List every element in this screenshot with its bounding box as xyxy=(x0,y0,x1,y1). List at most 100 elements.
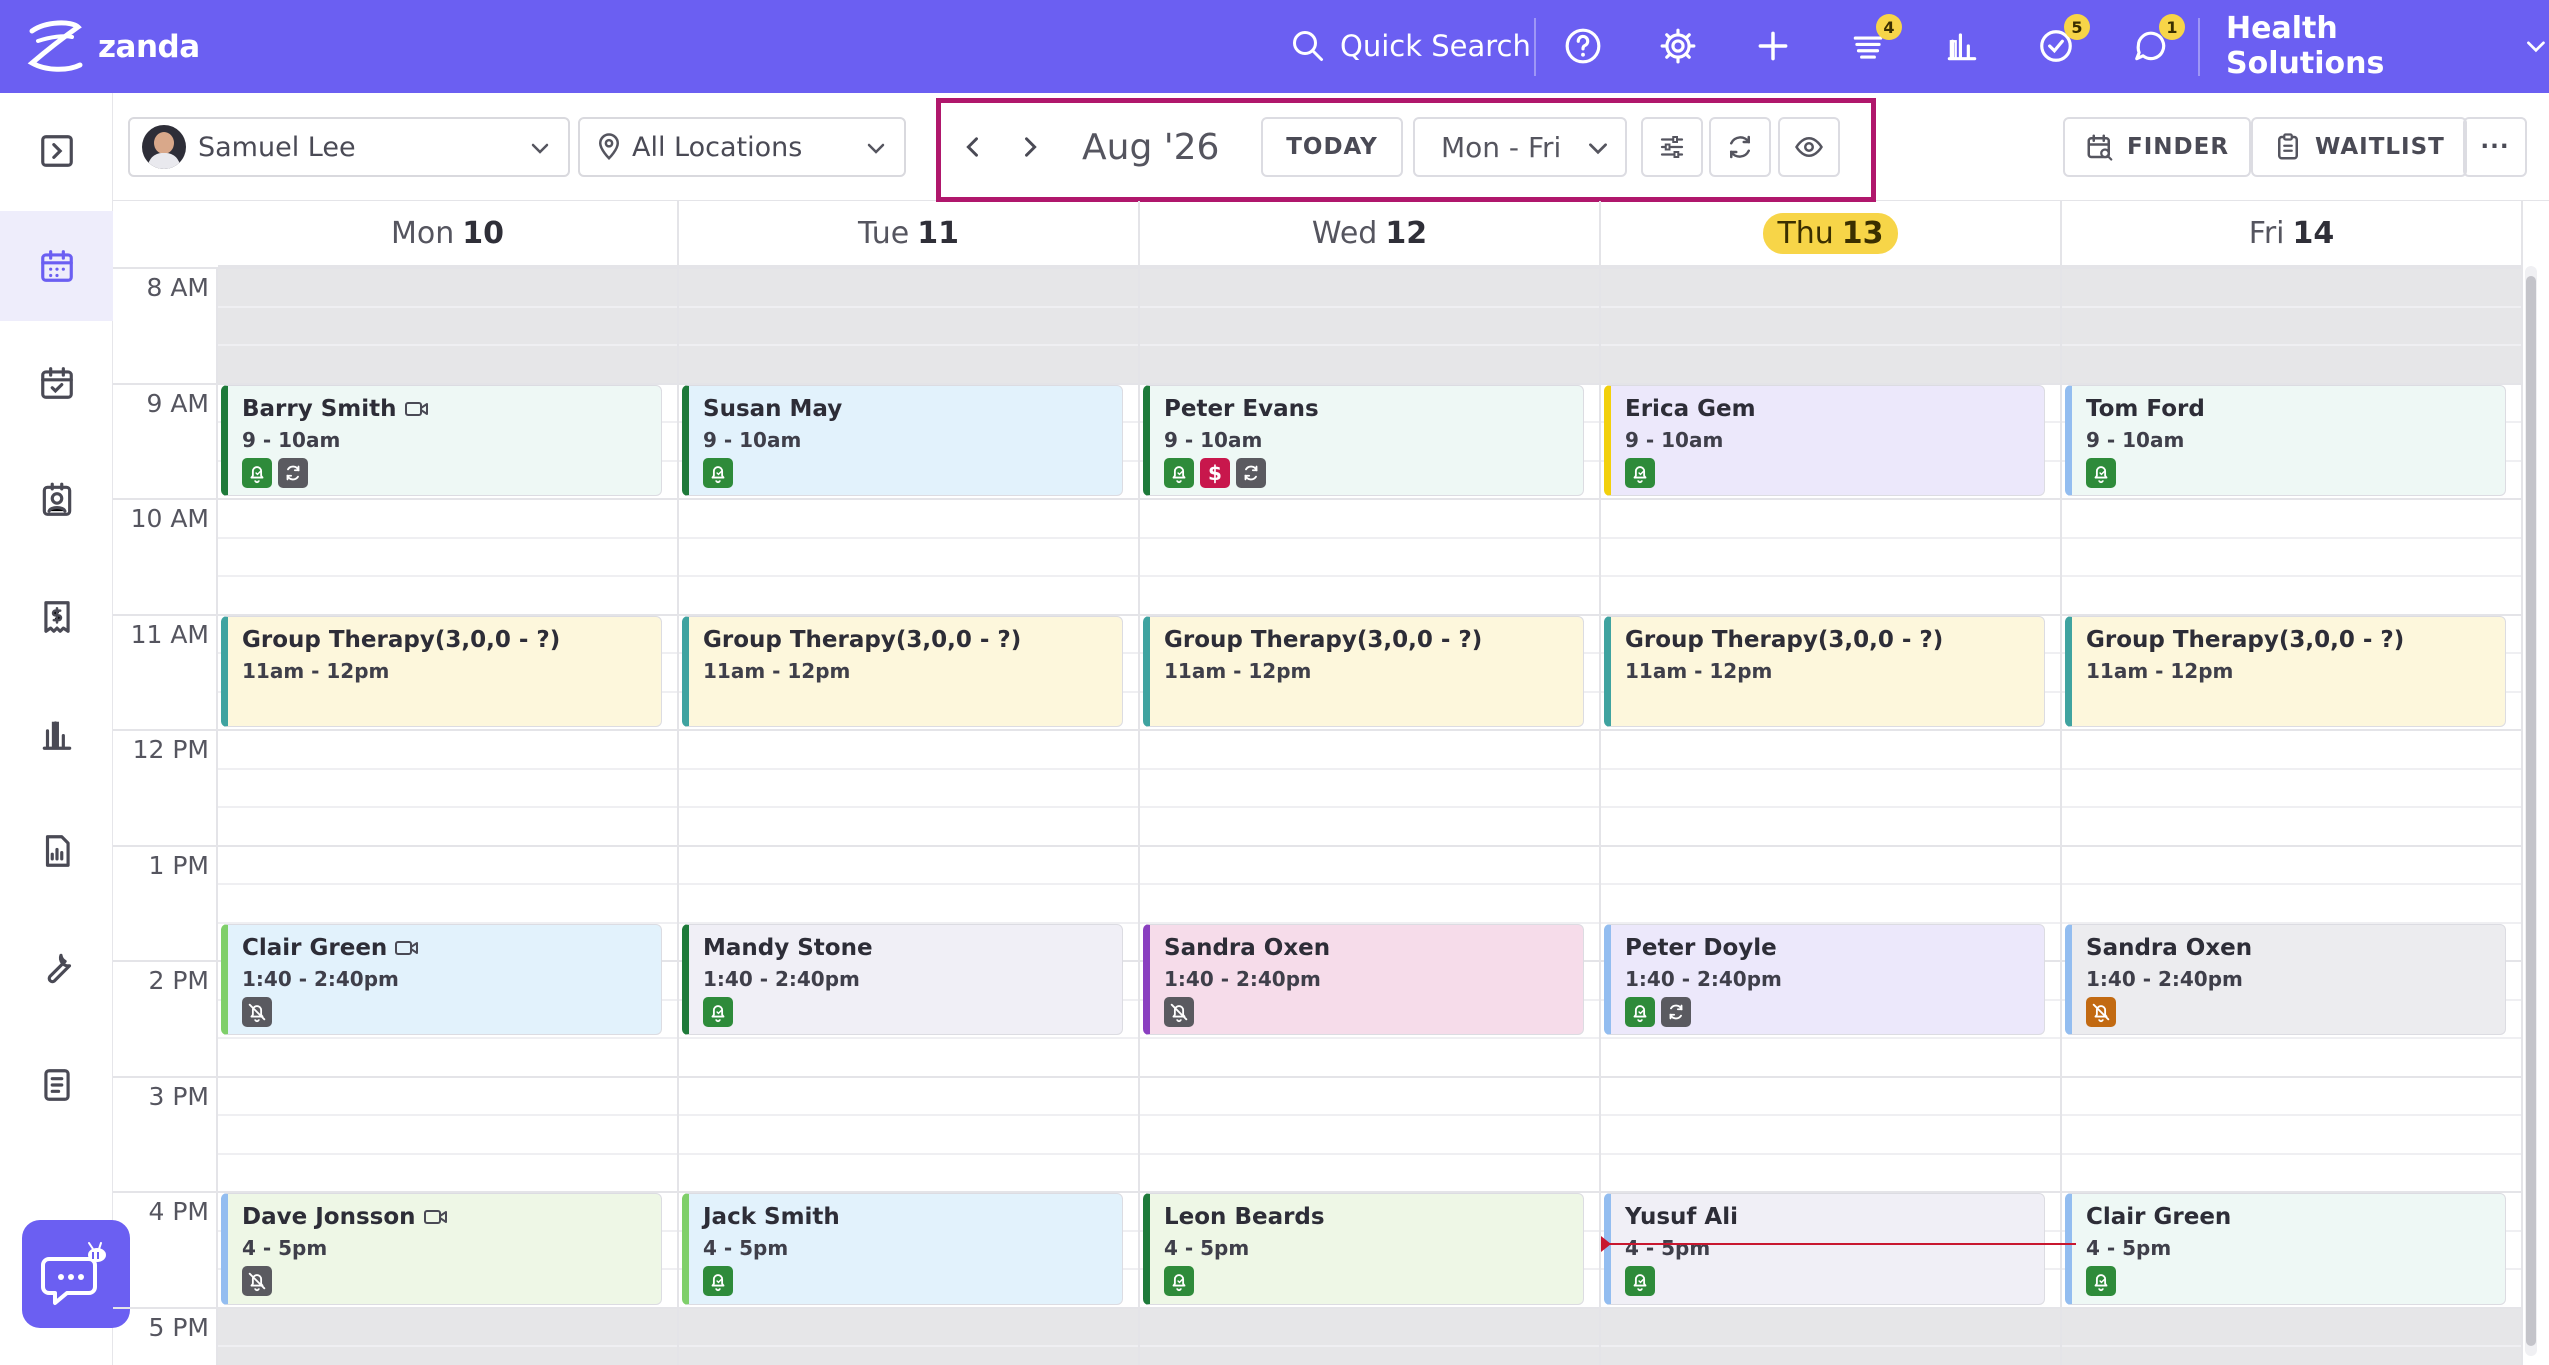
expand-sidebar-button[interactable] xyxy=(0,96,113,206)
appointment-card[interactable]: Group Therapy(3,0,0 - ?) 11am - 12pm xyxy=(1604,615,2045,727)
day-column[interactable] xyxy=(1601,267,2062,1365)
client-name-text: Barry Smith xyxy=(242,395,397,422)
appointment-status-icons xyxy=(703,996,1122,1027)
appointment-status-icons xyxy=(1625,1266,2044,1296)
appointment-card[interactable]: Dave Jonsson 4 - 5pm xyxy=(221,1193,662,1305)
appointment-time: 4 - 5pm xyxy=(242,1236,328,1260)
rail-clients[interactable] xyxy=(0,445,113,555)
reminder-failed-icon xyxy=(2086,996,2116,1027)
practitioner-select[interactable]: Samuel Lee xyxy=(128,117,570,177)
practitioner-name: Samuel Lee xyxy=(198,131,356,163)
view-range-label: Mon - Fri xyxy=(1441,130,1562,164)
day-of-week: Thu xyxy=(1777,215,1834,251)
hour-label: 1 PM xyxy=(148,850,210,880)
time-gridline xyxy=(218,536,2523,539)
tasks-button[interactable]: 4 xyxy=(1846,14,1902,68)
day-header-fri[interactable]: Fri 14 xyxy=(2062,201,2523,267)
org-switcher[interactable]: Health Solutions xyxy=(2226,11,2549,81)
appointment-card[interactable]: Sandra Oxen 1:40 - 2:40pm xyxy=(1143,923,1584,1036)
current-month-label[interactable]: Aug '26 xyxy=(1082,126,1220,168)
appointment-card[interactable]: Group Therapy(3,0,0 - ?) 11am - 12pm xyxy=(2065,615,2506,727)
appointment-status-icons xyxy=(2086,457,2505,488)
day-header-label: Wed 12 xyxy=(1312,216,1427,251)
appointment-client-name: Peter Evans xyxy=(1164,396,1583,422)
day-column[interactable] xyxy=(218,267,679,1365)
filter-settings-button[interactable] xyxy=(1641,117,1703,177)
reminder-sent-icon xyxy=(1164,1266,1194,1296)
appointment-time: 4 - 5pm xyxy=(2086,1236,2172,1260)
day-column[interactable] xyxy=(2062,267,2523,1365)
appointment-card[interactable]: Group Therapy(3,0,0 - ?) 11am - 12pm xyxy=(221,615,662,727)
reminder-sent-icon xyxy=(703,996,733,1027)
expand-panel-icon xyxy=(40,135,73,167)
day-header-mon[interactable]: Mon 10 xyxy=(218,201,679,267)
appointment-time: 4 - 5pm xyxy=(703,1236,789,1260)
appointment-card[interactable]: Group Therapy(3,0,0 - ?) 11am - 12pm xyxy=(1143,615,1584,727)
client-name-text: Group Therapy(3,0,0 - ?) xyxy=(242,626,561,653)
day-header-label: Fri 14 xyxy=(2249,216,2335,251)
previous-period-button[interactable] xyxy=(948,122,998,172)
finder-button[interactable]: FINDER xyxy=(2063,117,2252,177)
day-column[interactable] xyxy=(679,267,1140,1365)
refresh-button[interactable] xyxy=(1709,117,1771,177)
rail-calendar[interactable] xyxy=(0,211,113,321)
support-chat-button[interactable] xyxy=(22,1220,130,1328)
appointment-card[interactable]: Jack Smith 4 - 5pm xyxy=(682,1193,1123,1305)
appointment-card[interactable]: Barry Smith 9 - 10am xyxy=(221,384,662,496)
rail-appointments[interactable] xyxy=(0,328,113,438)
rail-tools[interactable] xyxy=(0,913,113,1023)
appointment-card[interactable]: Clair Green 4 - 5pm xyxy=(2065,1193,2506,1305)
hour-label: 9 AM xyxy=(146,388,209,418)
appointment-card[interactable]: Mandy Stone 1:40 - 2:40pm xyxy=(682,923,1123,1036)
appointment-status-icons: $ xyxy=(1164,457,1583,488)
day-header-wed[interactable]: Wed 12 xyxy=(1140,201,1601,267)
day-number: 11 xyxy=(917,215,959,251)
appointment-client-name: Group Therapy(3,0,0 - ?) xyxy=(242,627,661,653)
settings-button[interactable] xyxy=(1656,24,1700,68)
waitlist-button[interactable]: WAITLIST xyxy=(2251,117,2467,177)
checks-button[interactable]: 5 xyxy=(2034,14,2090,68)
day-header-tue[interactable]: Tue 11 xyxy=(679,201,1140,267)
next-period-button[interactable] xyxy=(1005,122,1055,172)
rail-documents[interactable] xyxy=(0,796,113,906)
chevron-right-icon xyxy=(1025,137,1037,157)
day-header-thu[interactable]: Thu 13 xyxy=(1601,201,2062,267)
appointment-card[interactable]: Erica Gem 9 - 10am xyxy=(1604,384,2045,496)
day-header-label: Mon 10 xyxy=(391,216,504,251)
calendar-scrollbar-thumb[interactable] xyxy=(2526,276,2536,1346)
appointment-card[interactable]: Yusuf Ali 4 - 5pm xyxy=(1604,1193,2045,1305)
reports-button[interactable] xyxy=(1940,24,1984,68)
today-button[interactable]: TODAY xyxy=(1261,117,1403,177)
appointment-card[interactable]: Peter Doyle 1:40 - 2:40pm xyxy=(1604,923,2045,1036)
rail-reports[interactable] xyxy=(0,679,113,789)
recurring-icon xyxy=(1661,996,1691,1027)
notebook-icon xyxy=(43,1069,70,1101)
appointment-card[interactable]: Peter Evans 9 - 10am $ xyxy=(1143,384,1584,496)
appointment-card[interactable]: Tom Ford 9 - 10am xyxy=(2065,384,2506,496)
location-select[interactable]: All Locations xyxy=(578,117,906,177)
zanda-logo[interactable]: zanda xyxy=(24,17,200,77)
more-options-button[interactable]: ··· xyxy=(2463,117,2527,177)
reminder-sent-icon xyxy=(1164,457,1194,488)
quick-search[interactable]: Quick Search xyxy=(1290,22,1531,70)
appointment-client-name: Jack Smith xyxy=(703,1204,1122,1230)
appointment-card[interactable]: Group Therapy(3,0,0 - ?) 11am - 12pm xyxy=(682,615,1123,727)
time-gridline xyxy=(218,305,2523,308)
rail-billing[interactable] xyxy=(0,562,113,672)
appointment-card[interactable]: Susan May 9 - 10am xyxy=(682,384,1123,496)
add-button[interactable] xyxy=(1751,24,1795,68)
sliders-icon xyxy=(1660,136,1684,158)
visibility-button[interactable] xyxy=(1778,117,1840,177)
appointment-card[interactable]: Clair Green 1:40 - 2:40pm xyxy=(221,923,662,1036)
document-chart-icon xyxy=(45,835,70,867)
day-column[interactable] xyxy=(1140,267,1601,1365)
help-button[interactable] xyxy=(1561,24,1605,68)
recurring-icon xyxy=(278,457,308,488)
appointment-card[interactable]: Leon Beards 4 - 5pm xyxy=(1143,1193,1584,1305)
rail-notes[interactable] xyxy=(0,1030,113,1140)
view-range-select[interactable]: Mon - Fri xyxy=(1413,117,1627,177)
reminder-sent-icon xyxy=(1625,457,1655,488)
checks-badge: 5 xyxy=(2064,14,2090,40)
messages-button[interactable]: 1 xyxy=(2129,14,2185,68)
appointment-card[interactable]: Sandra Oxen 1:40 - 2:40pm xyxy=(2065,923,2506,1036)
